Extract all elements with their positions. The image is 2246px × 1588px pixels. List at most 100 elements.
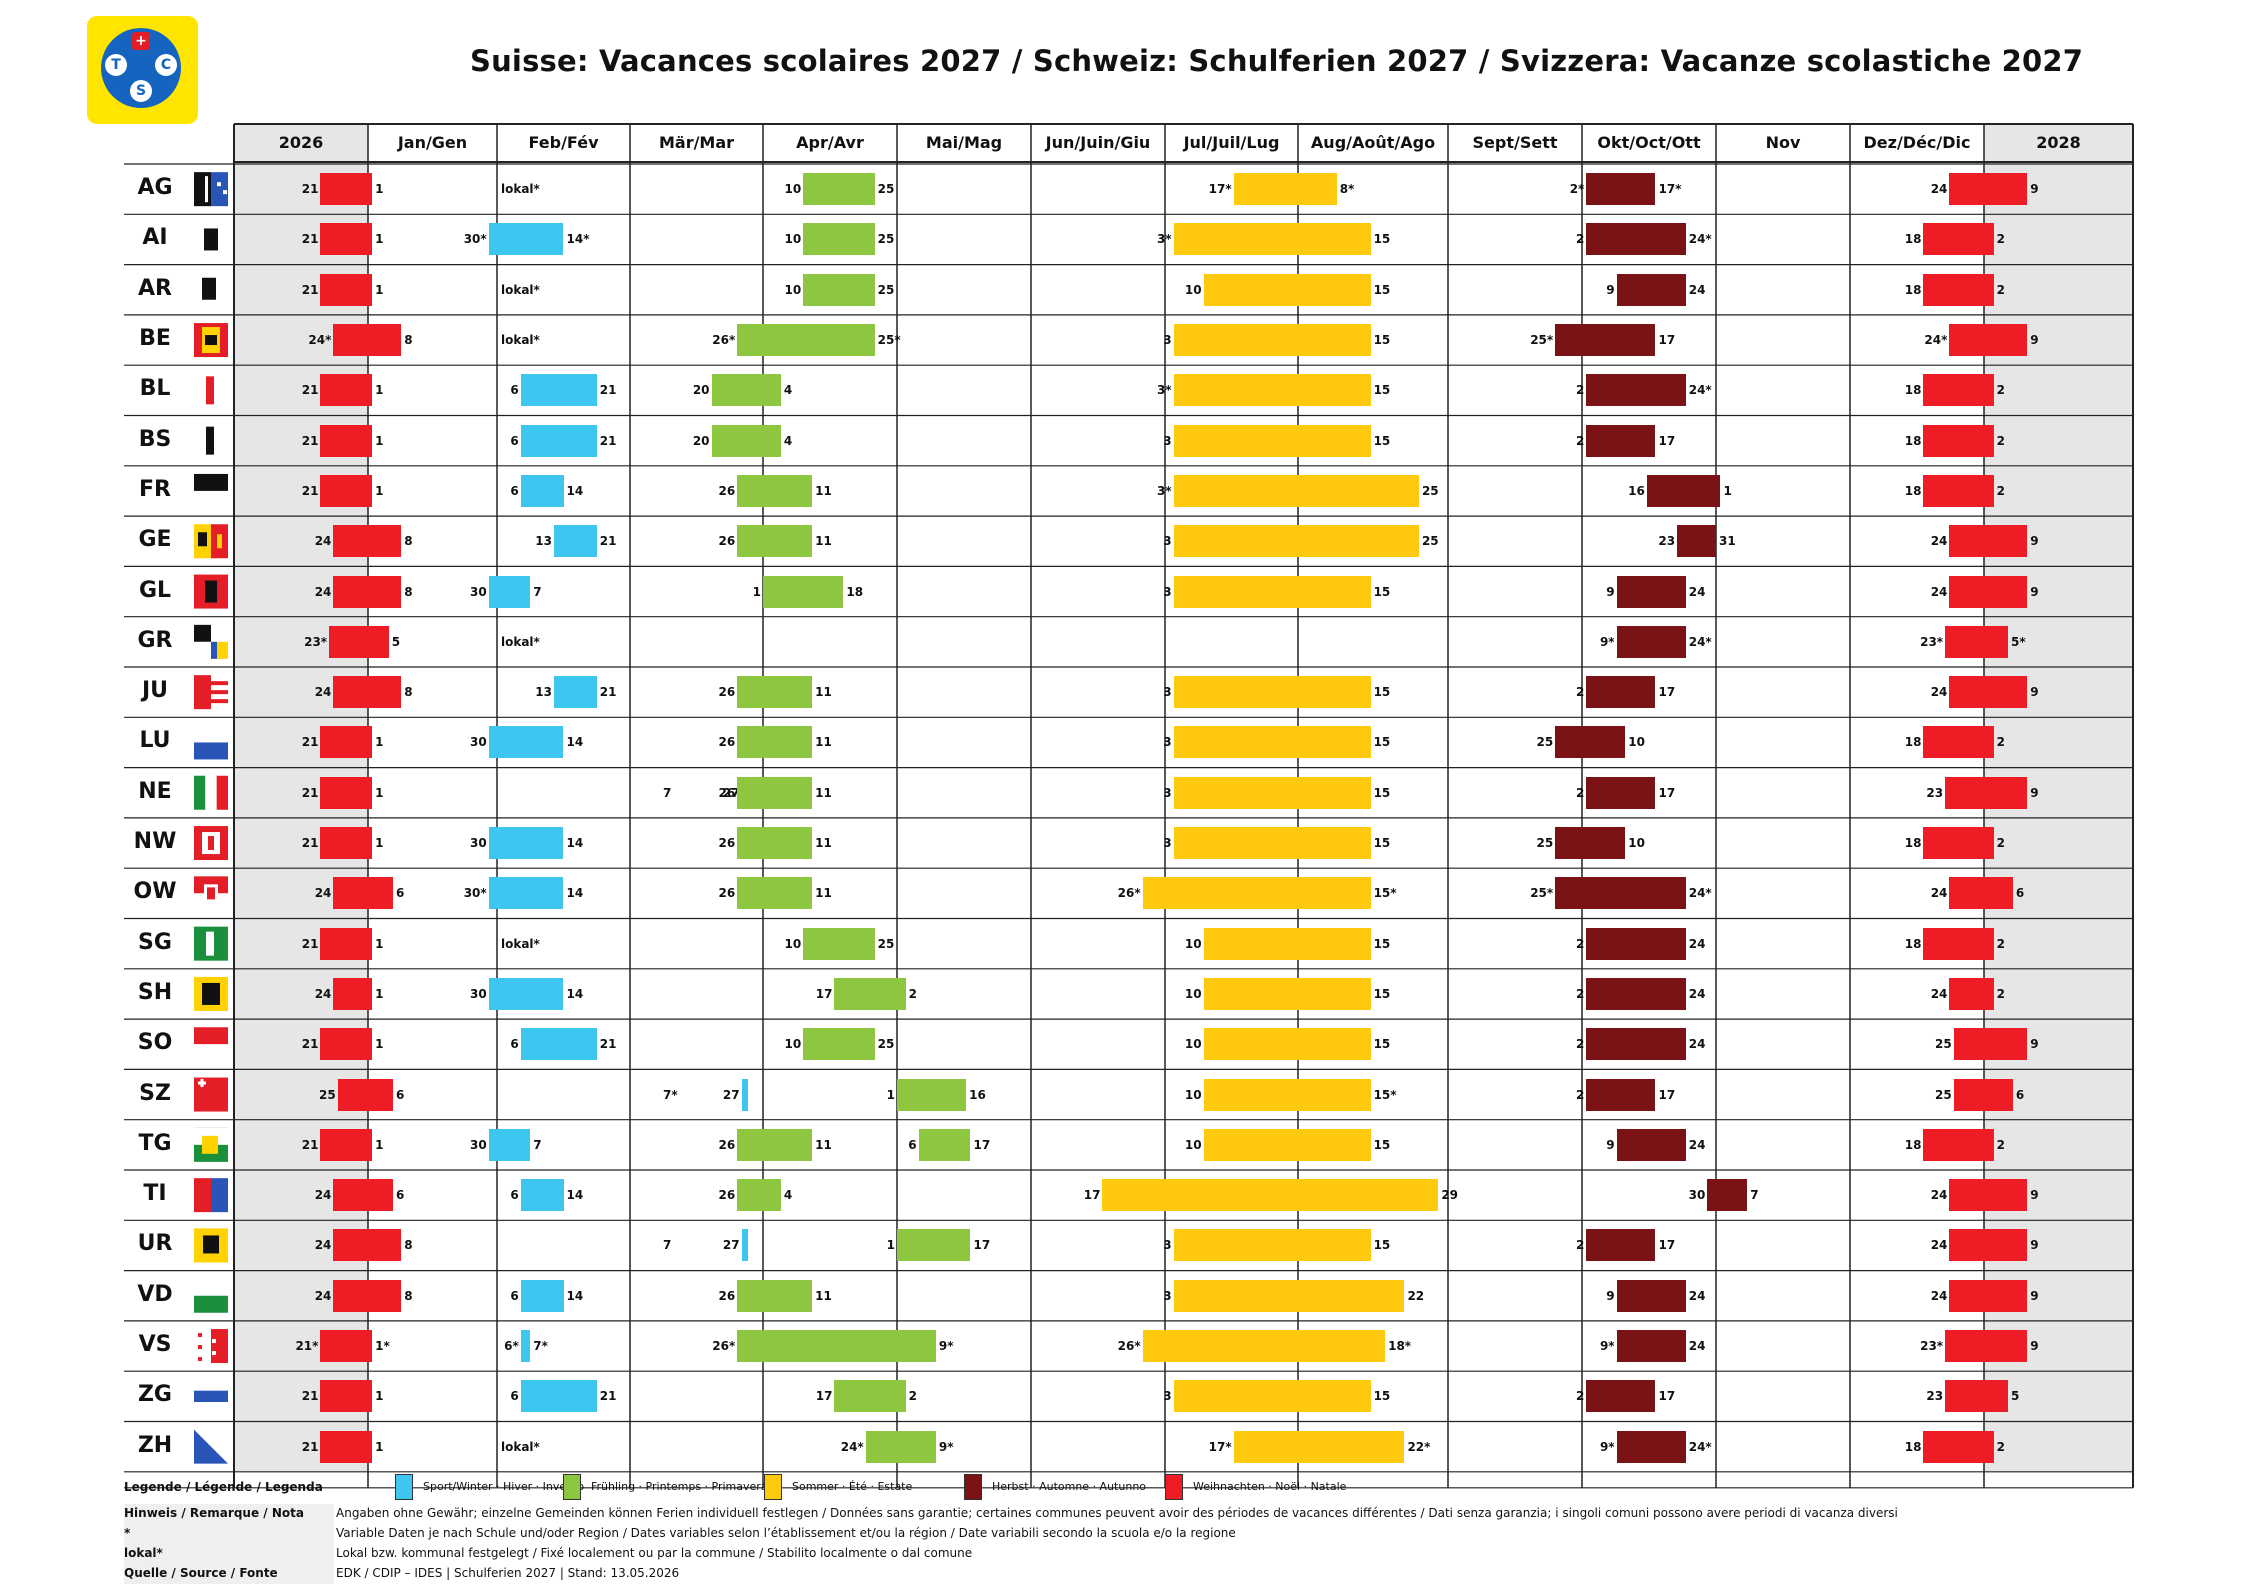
end-date-label: 8	[404, 584, 413, 599]
start-date-label: 30	[469, 735, 487, 750]
end-date-label: 17	[1658, 685, 1676, 700]
start-date-label: 24	[1930, 1188, 1948, 1203]
spring-holiday-bar	[737, 474, 813, 507]
canton-code: OW	[133, 879, 177, 905]
start-date-label: 10	[784, 182, 802, 197]
start-date-label: 24	[1930, 584, 1948, 599]
canton-code: TI	[143, 1181, 167, 1207]
autumn-holiday-bar	[1586, 676, 1656, 709]
autumn-holiday-bar	[1616, 1430, 1686, 1463]
end-date-label: 15	[1373, 936, 1391, 951]
start-date-label: 26*	[1117, 886, 1141, 901]
vs-flag-icon	[194, 1329, 228, 1364]
footer-label: Quelle / Source / Fonte	[124, 1566, 278, 1580]
start-date-label: 2	[1575, 986, 1585, 1001]
spring-holiday-bar	[803, 1028, 875, 1061]
summer-legend-swatch	[764, 1474, 782, 1500]
autumn-holiday-bar	[1586, 927, 1686, 960]
end-date-label: 9	[2030, 1238, 2039, 1253]
ag-flag-icon	[194, 172, 228, 207]
end-date-label: 15	[1373, 1037, 1391, 1052]
end-date-label: 7*	[533, 1339, 548, 1354]
start-date-label: 3	[1163, 836, 1172, 851]
start-date-label: 6	[510, 433, 519, 448]
start-date-label: 9	[1606, 1288, 1615, 1303]
sport-legend-swatch	[395, 1474, 413, 1500]
end-date-label: 11	[815, 785, 832, 800]
end-date-label: 8	[404, 685, 413, 700]
start-date-label: 21	[301, 936, 319, 951]
xmas-holiday-bar	[1949, 676, 2028, 709]
end-date-label: 1	[375, 1137, 384, 1152]
start-date-label: 3	[1163, 785, 1172, 800]
end-date-label: 17	[1658, 1087, 1676, 1102]
start-date-label: 21	[301, 1389, 319, 1404]
lokal-label: lokal*	[501, 1439, 540, 1454]
logo-letter-t: T	[105, 54, 127, 76]
end-date-label: 9	[2030, 1188, 2039, 1203]
start-date-label: 26	[718, 1188, 736, 1203]
xmas-holiday-bar	[1923, 927, 1994, 960]
end-date-label: 24	[1688, 584, 1706, 599]
end-date-label: 15	[1373, 1137, 1391, 1152]
start-date-label: 2	[1575, 433, 1585, 448]
start-date-label: 10	[1184, 936, 1202, 951]
start-date-label: 26	[718, 785, 736, 800]
summer-holiday-bar	[1173, 374, 1371, 407]
start-date-label: 18	[1904, 1137, 1922, 1152]
start-date-label: 3	[1163, 1389, 1172, 1404]
start-date-label: 24	[1930, 1288, 1948, 1303]
start-date-label: 25	[1935, 1087, 1952, 1102]
start-date-label: 18	[1904, 483, 1922, 498]
start-date-label: 6	[510, 1188, 519, 1203]
end-date-label: 14	[566, 1288, 584, 1303]
start-date-label: 23*	[1920, 634, 1944, 649]
xmas-holiday-bar	[333, 676, 402, 709]
autumn-holiday-bar	[1586, 977, 1686, 1010]
end-date-label: 1	[375, 433, 384, 448]
footer-text: EDK / CDIP – IDES | Schulferien 2027 | S…	[336, 1566, 680, 1580]
sport-holiday-bar	[741, 1078, 748, 1111]
start-date-label: 24	[1930, 685, 1948, 700]
spring-holiday-bar	[737, 324, 875, 357]
end-date-label: 25	[1421, 534, 1439, 549]
summer-holiday-bar	[1102, 1179, 1439, 1212]
start-date-label: 20	[692, 383, 710, 398]
end-date-label: 1	[1723, 483, 1732, 498]
end-date-label: 15	[1373, 836, 1391, 851]
xmas-holiday-bar	[1949, 977, 1994, 1010]
summer-holiday-bar	[1173, 827, 1371, 860]
swiss-cross-icon: +	[132, 32, 150, 50]
month-header: 2026	[278, 133, 324, 152]
end-date-label: 17*	[1658, 182, 1682, 197]
footer-label-bg	[124, 1564, 334, 1584]
xmas-holiday-bar	[337, 1078, 393, 1111]
xmas-holiday-bar	[320, 1028, 373, 1061]
ai-flag-icon	[194, 222, 228, 257]
sport-holiday-bar	[488, 575, 531, 608]
start-date-label: 6	[908, 1137, 917, 1152]
start-date-label: 6	[510, 1037, 519, 1052]
start-date-label: 18	[1904, 936, 1922, 951]
autumn-holiday-bar	[1586, 374, 1686, 407]
end-date-label: 24	[1688, 282, 1706, 297]
xmas-holiday-bar	[320, 374, 373, 407]
end-date-label: 17	[1658, 785, 1676, 800]
lokal-label: lokal*	[501, 333, 540, 348]
end-date-label: 10	[1628, 735, 1645, 750]
end-date-label: 11	[815, 836, 832, 851]
xmas-holiday-bar	[1923, 827, 1994, 860]
start-date-label: 26	[718, 685, 736, 700]
summer-holiday-bar	[1203, 273, 1371, 306]
end-date-label: 4	[783, 1188, 793, 1203]
end-date-label: 24	[1688, 936, 1706, 951]
xmas-holiday-bar	[1923, 374, 1994, 407]
spring-holiday-bar	[737, 1179, 781, 1212]
summer-holiday-bar	[1233, 1430, 1405, 1463]
start-date-label: 18	[1904, 232, 1922, 247]
month-header: Apr/Avr	[796, 133, 864, 152]
end-date-label: 16	[969, 1087, 986, 1102]
sport-holiday-bar	[520, 474, 564, 507]
start-date-label: 26	[718, 1137, 736, 1152]
xmas-holiday-bar	[320, 223, 373, 256]
